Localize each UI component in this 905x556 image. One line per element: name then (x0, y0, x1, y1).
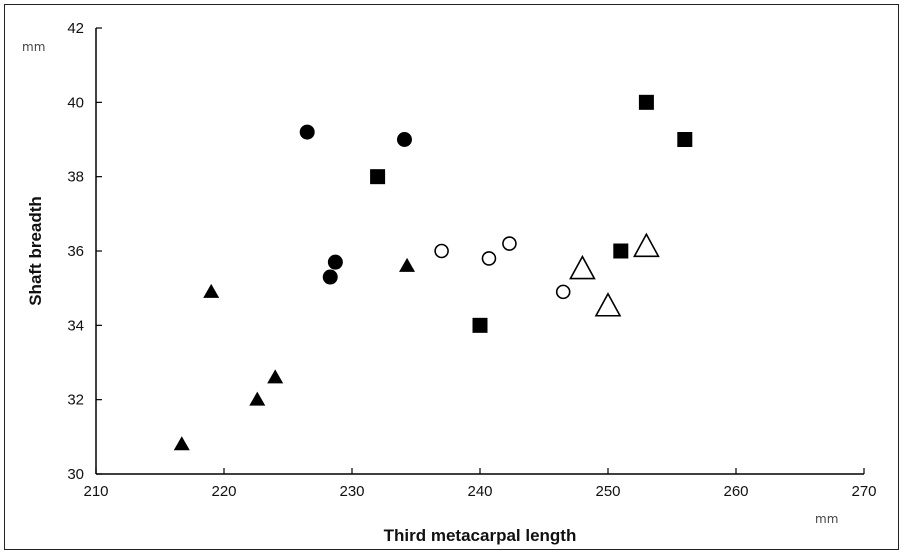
y-axis-unit: mm (22, 40, 45, 54)
y-axis-title: Shaft breadth (26, 196, 45, 306)
filled-triangle-point (203, 283, 220, 298)
filled-square-point (613, 243, 629, 259)
ticks (95, 27, 865, 475)
filled-square-point (370, 169, 386, 185)
x-axis-title: Third metacarpal length (384, 526, 577, 545)
filled-circle-point (327, 254, 343, 270)
x-axis-unit: mm (815, 512, 838, 526)
chart-frame (4, 4, 899, 550)
x-tick-label: 250 (595, 483, 620, 500)
x-tick-label: 210 (83, 483, 108, 500)
x-tick-label: 230 (339, 483, 364, 500)
data-points (173, 94, 693, 451)
y-tick-label: 34 (67, 317, 84, 334)
x-tick-label: 270 (851, 483, 876, 500)
y-tick-label: 38 (67, 169, 84, 186)
y-tick-label: 42 (67, 20, 84, 37)
tick-labels: 210 220 230 240 250 260 270 30 32 34 36 38 40 42 (67, 20, 876, 500)
open-triangle-point (569, 254, 596, 280)
filled-circle-point (322, 269, 338, 285)
filled-square-point (677, 132, 693, 147)
open-circle-point (555, 284, 571, 300)
open-triangle-point (594, 292, 622, 317)
y-tick-label: 30 (67, 466, 84, 483)
open-circle-point (434, 243, 449, 259)
open-circle-point (481, 251, 497, 266)
open-circle-point (502, 236, 517, 251)
y-tick-label: 32 (67, 392, 84, 409)
x-tick-label: 260 (723, 483, 748, 500)
filled-circle-point (396, 132, 412, 147)
y-tick-label: 36 (67, 243, 84, 260)
filled-square-point (638, 94, 654, 110)
filled-circle-point (299, 124, 315, 140)
open-triangle-point (633, 232, 660, 258)
axes (95, 28, 864, 475)
y-tick-label: 40 (67, 94, 84, 111)
filled-triangle-point (173, 436, 190, 451)
x-tick-label: 220 (211, 483, 236, 500)
filled-triangle-point (267, 369, 284, 384)
x-tick-label: 240 (467, 483, 492, 500)
filled-triangle-point (399, 257, 416, 272)
filled-square-point (472, 317, 488, 333)
filled-triangle-point (249, 391, 266, 406)
